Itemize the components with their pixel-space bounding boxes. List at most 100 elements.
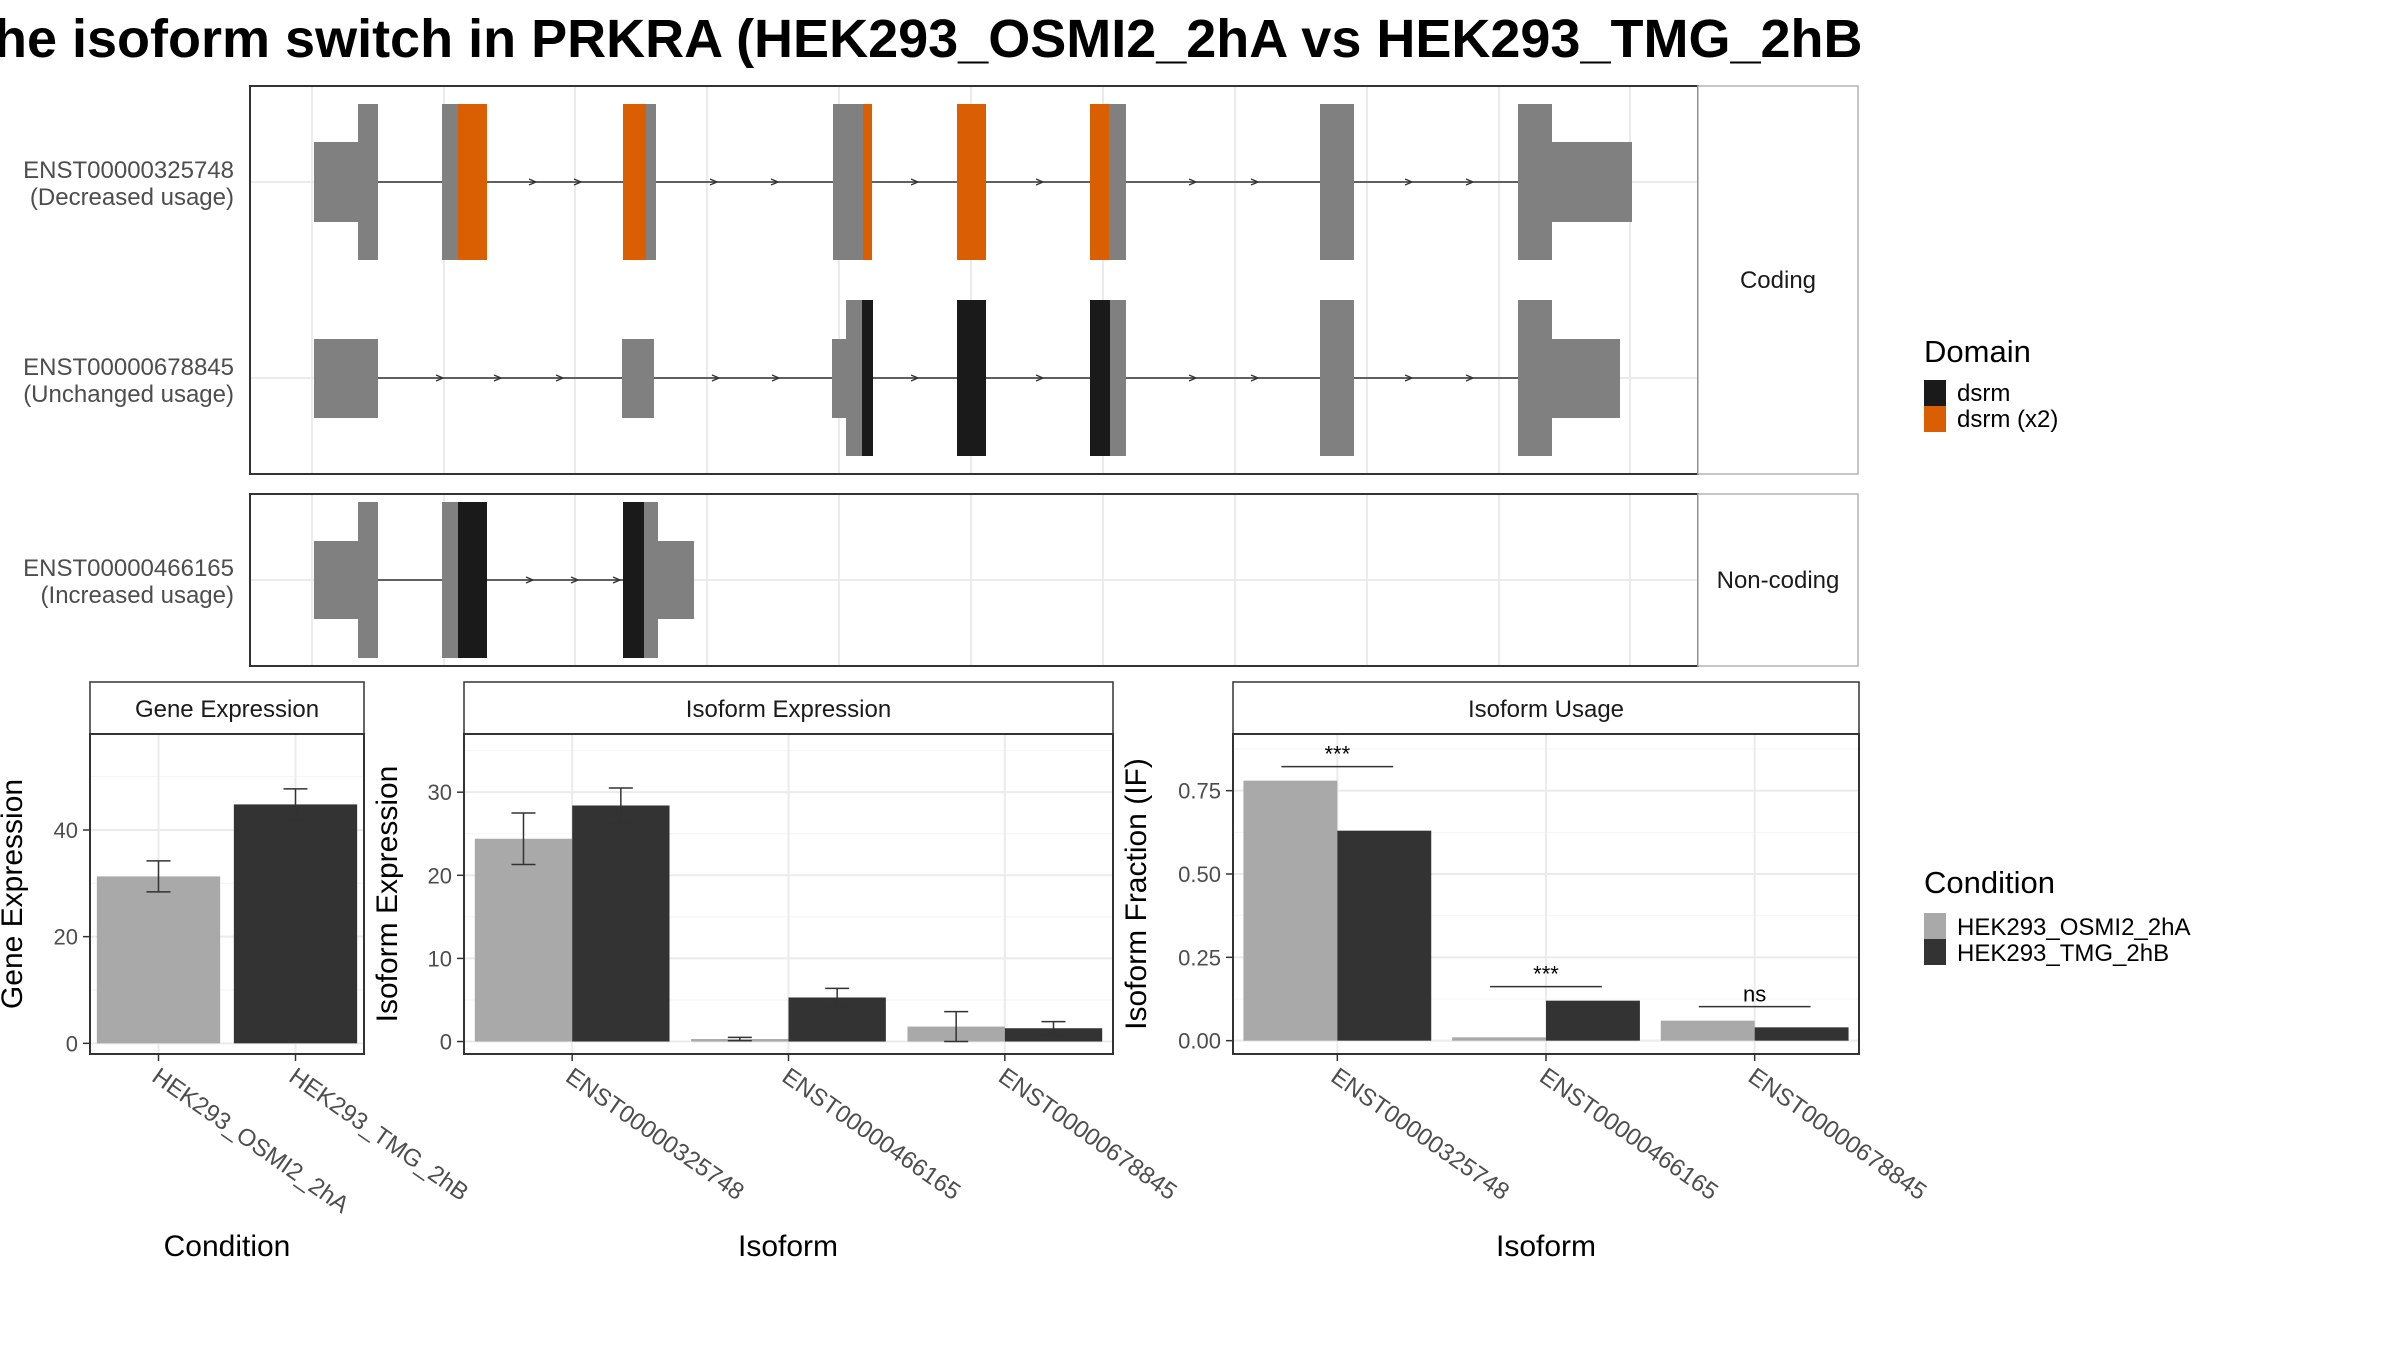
intron-arrow	[573, 178, 583, 186]
transcript-usage-label: (Increased usage)	[41, 582, 234, 609]
intron-arrow	[1465, 374, 1475, 382]
exon-block	[314, 142, 358, 222]
y-tick-label: 0	[440, 1030, 452, 1055]
y-tick-label: 10	[428, 946, 452, 971]
figure-title: he isoform switch in PRKRA (HEK293_OSMI2…	[0, 9, 1863, 69]
y-tick-label: 0	[66, 1031, 78, 1056]
x-axis-title: Isoform	[1496, 1230, 1596, 1263]
intron-arrow	[1404, 374, 1414, 382]
exon-block	[862, 300, 873, 456]
y-tick-label: 0.75	[1178, 779, 1221, 804]
plot-border	[89, 733, 365, 1055]
y-axis-title: Isoform Fraction (IF)	[1120, 758, 1153, 1030]
y-tick-label: 20	[54, 925, 78, 950]
bar	[1243, 780, 1338, 1041]
intron-arrow	[525, 576, 535, 584]
exon-block	[957, 300, 986, 456]
intron-arrow	[1465, 178, 1475, 186]
intron-arrow	[1250, 178, 1260, 186]
exon-block	[623, 502, 644, 658]
transcript-structure-panel: Coding Non-coding ENST00000325748 (Decre…	[23, 85, 1859, 667]
exon-block	[833, 104, 863, 260]
exon-block	[622, 339, 654, 418]
facet-label-noncoding: Non-coding	[1717, 567, 1840, 594]
legend-label: dsrm (x2)	[1957, 406, 2058, 433]
exon-block	[863, 104, 872, 260]
facet-label-coding: Coding	[1740, 267, 1816, 294]
exon-block	[1518, 300, 1552, 456]
intron-arrow	[1035, 374, 1045, 382]
intron-arrow	[1404, 178, 1414, 186]
intron-arrow	[771, 374, 781, 382]
x-tick-label: ENST00000325748	[561, 1063, 749, 1206]
panel-strip	[463, 681, 1114, 735]
panel-title: Isoform Usage	[1468, 696, 1624, 723]
transcript-id-label: ENST00000325748	[23, 157, 234, 184]
bar	[96, 876, 221, 1044]
intron-arrow	[770, 178, 780, 186]
transcript-usage-label: (Decreased usage)	[30, 184, 234, 211]
bar	[572, 805, 670, 1042]
y-tick-label: 0.50	[1178, 862, 1221, 887]
panel-title: Gene Expression	[135, 696, 319, 723]
transcript-id-label: ENST00000678845	[23, 354, 234, 381]
intron-arrow	[555, 374, 565, 382]
intron-arrow	[910, 374, 920, 382]
isoform-usage-chart: Isoform Usage *** *** ns 0.00 0.25 0.50 0.75 ENS…	[1120, 681, 1931, 1263]
legend-key	[1924, 380, 1946, 406]
legend-key	[1924, 913, 1946, 939]
intron-arrow	[528, 178, 538, 186]
exon-block	[1320, 300, 1354, 456]
legend-title: Domain	[1924, 334, 2031, 369]
legend-key	[1924, 939, 1946, 965]
transcript-id-label: ENST00000466165	[23, 555, 234, 582]
x-tick-label: ENST00000466165	[1535, 1063, 1723, 1206]
exon-block	[358, 502, 378, 658]
y-tick-label: 0.00	[1178, 1029, 1221, 1054]
exon-block	[646, 104, 656, 260]
domain-legend: Domain dsrm dsrm (x2)	[1924, 334, 2058, 433]
exon-block	[1518, 104, 1552, 260]
exon-block	[1552, 142, 1632, 222]
x-axis-title: Isoform	[738, 1230, 838, 1263]
y-tick-label: 20	[428, 863, 452, 888]
exon-block	[314, 541, 358, 619]
isoform-expression-chart: Isoform Expression 0 10 20 30 ENST00000325748…	[371, 681, 1182, 1263]
intron-arrow	[570, 576, 580, 584]
y-tick-label: 40	[54, 818, 78, 843]
bar	[474, 838, 573, 1042]
facet-strip-coding	[1697, 85, 1859, 475]
x-tick-label: ENST00000678845	[993, 1063, 1181, 1206]
panel-title: Isoform Expression	[686, 696, 891, 723]
exon-block	[1552, 339, 1620, 418]
exon-block	[623, 104, 646, 260]
transcript-usage-label: (Unchanged usage)	[23, 381, 234, 408]
bar	[1660, 1020, 1755, 1041]
y-axis-title: Gene Expression	[0, 779, 29, 1009]
intron-arrow	[435, 374, 445, 382]
exon-block	[957, 104, 986, 260]
bar	[1546, 1000, 1640, 1041]
y-tick-label: 30	[428, 780, 452, 805]
exon-block	[846, 300, 862, 456]
exon-block	[1090, 300, 1110, 456]
x-tick-label: ENST00000466165	[777, 1063, 965, 1206]
gene-expression-chart: Gene Expression02040HEK293_OSMI2_2hAHEK2…	[0, 681, 473, 1263]
panel-strip	[1232, 681, 1860, 735]
intron-arrow	[711, 374, 721, 382]
exon-block	[1109, 104, 1126, 260]
bar	[1452, 1037, 1546, 1041]
exon-block	[314, 339, 378, 418]
bar	[1337, 830, 1432, 1041]
intron-arrow	[709, 178, 719, 186]
exon-block	[832, 339, 846, 418]
exon-block	[1320, 104, 1354, 260]
y-axis-title: Isoform Expression	[371, 766, 404, 1023]
exon-block	[442, 502, 458, 658]
intron-arrow	[1035, 178, 1045, 186]
condition-legend: Condition HEK293_OSMI2_2hA HEK293_TMG_2h…	[1924, 865, 2190, 967]
significance-label: ns	[1743, 982, 1766, 1007]
exon-block	[458, 104, 487, 260]
x-tick-label: ENST00000325748	[1326, 1063, 1514, 1206]
